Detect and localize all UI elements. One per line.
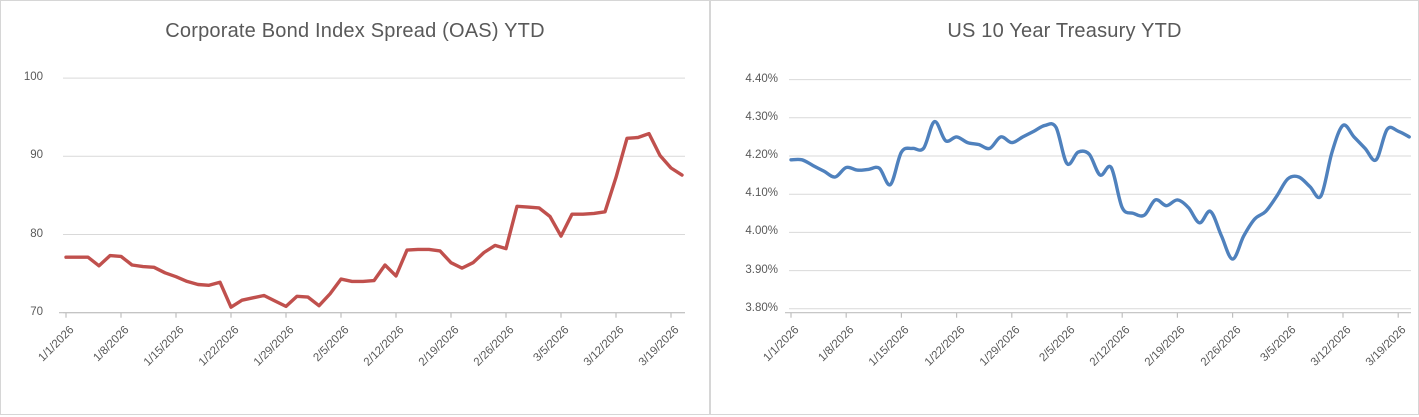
y-axis-label: 3.90% <box>745 263 778 276</box>
chart-panel-oas: Corporate Bond Index Spread (OAS) YTD 70… <box>0 0 710 415</box>
y-axis-label: 70 <box>30 305 43 318</box>
oas-line-chart <box>59 77 685 318</box>
oas-chart-title: Corporate Bond Index Spread (OAS) YTD <box>165 20 545 42</box>
treasury-chart-title: US 10 Year Treasury YTD <box>947 20 1182 42</box>
y-axis-label: 4.40% <box>745 72 778 85</box>
y-axis-label: 80 <box>30 227 43 240</box>
chart-panel-treasury: US 10 Year Treasury YTD 3.80% 3.90% 4.00% 4… <box>710 0 1419 415</box>
y-axis-label: 4.20% <box>745 149 778 161</box>
y-axis-label: 100 <box>23 71 43 84</box>
treasury-line-chart <box>785 79 1411 318</box>
y-axis-label: 4.30% <box>745 110 778 123</box>
y-axis-label: 4.10% <box>745 187 778 200</box>
y-axis-label: 90 <box>30 149 43 162</box>
y-axis-label: 4.00% <box>745 225 778 238</box>
series-line <box>64 131 684 309</box>
series-line <box>789 119 1411 261</box>
y-axis-label: 3.80% <box>745 301 778 314</box>
